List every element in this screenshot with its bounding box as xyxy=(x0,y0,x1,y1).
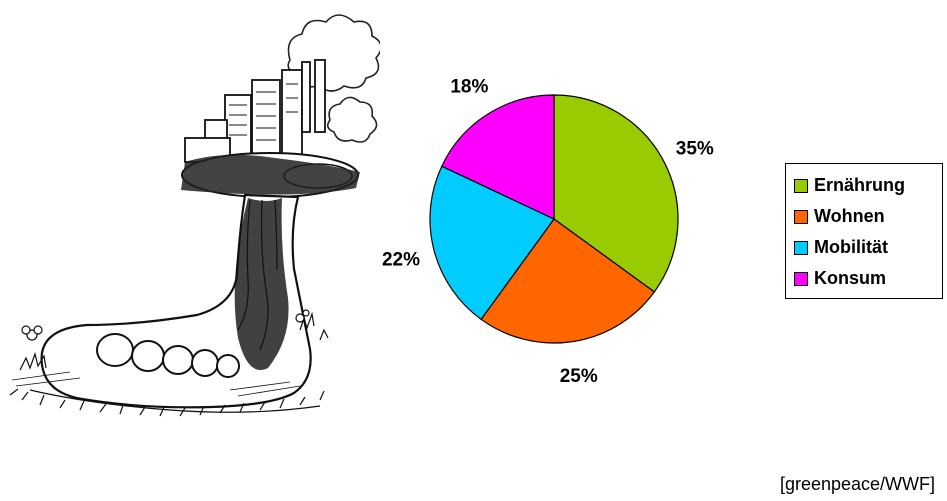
legend-label: Konsum xyxy=(814,268,886,288)
legend: Ernährung Wohnen Mobilität Konsum xyxy=(785,163,943,299)
percent-labels: 35% 25% 22% 18% xyxy=(382,77,714,387)
legend-swatch xyxy=(794,271,808,286)
percent-label-konsum: 18% xyxy=(450,77,488,98)
legend-item-konsum: Konsum xyxy=(794,263,942,294)
percent-label-wohnen: 25% xyxy=(560,366,598,387)
legend-item-wohnen: Wohnen xyxy=(794,201,942,232)
percent-label-ernährung: 35% xyxy=(676,138,714,159)
legend-swatch xyxy=(794,240,808,255)
legend-item-mobilität: Mobilität xyxy=(794,232,942,263)
source-credit: [greenpeace/WWF] xyxy=(779,474,935,494)
percent-label-mobilität: 22% xyxy=(382,249,420,270)
pie-slice-wohnen xyxy=(480,218,656,344)
legend-swatch xyxy=(794,178,808,193)
pie-slice-ernährung xyxy=(553,94,679,293)
giant-foot-with-city-icon xyxy=(9,14,380,417)
pie-slices xyxy=(429,94,679,344)
pie-slice-konsum xyxy=(441,94,555,220)
legend-label: Ernährung xyxy=(814,175,906,195)
legend-label: Mobilität xyxy=(814,237,888,257)
legend-label: Wohnen xyxy=(814,206,885,226)
legend-item-ernährung: Ernährung xyxy=(794,170,942,201)
legend-swatch xyxy=(794,209,808,224)
